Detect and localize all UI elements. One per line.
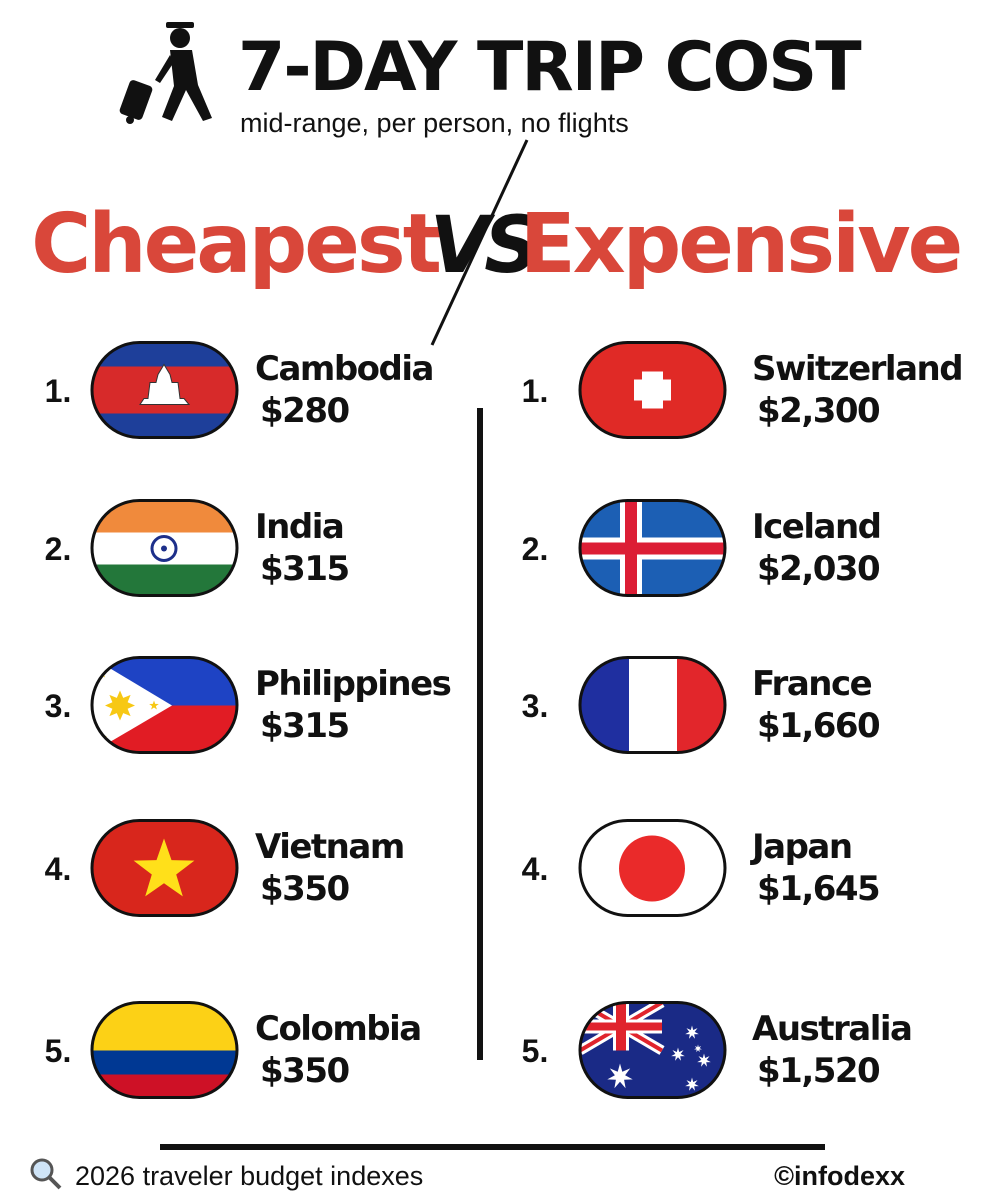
- list-item: 5. Australia$1,520: [522, 1001, 913, 1099]
- list-item: 1. Switzerland$2,300: [522, 341, 964, 439]
- rank: 3.: [45, 688, 72, 724]
- list-item: 2. India$315: [45, 499, 350, 597]
- flag: [578, 341, 727, 439]
- rank: 5.: [522, 1033, 549, 1069]
- flag: [90, 1001, 239, 1099]
- title: 7-DAY TRIP COST: [238, 28, 862, 107]
- country-name: Vietnam: [255, 827, 404, 867]
- rank: 4.: [522, 851, 549, 887]
- list-item: 4. Japan$1,645: [522, 819, 881, 917]
- country-name: France: [752, 664, 872, 704]
- country-name: Philippines: [255, 664, 451, 704]
- divider-slash: [430, 139, 529, 346]
- rank: 1.: [45, 373, 72, 409]
- list-item: 5. Colombia$350: [45, 1001, 422, 1099]
- expensive-heading: Expensive: [520, 197, 961, 292]
- list-item: 1. Cambodia$280: [45, 341, 434, 439]
- list-item: 3. France$1,660: [522, 656, 882, 754]
- rank: 2.: [45, 531, 72, 567]
- traveler-icon: [119, 22, 212, 124]
- trip-price: $2,030: [757, 549, 880, 589]
- flag: [578, 499, 727, 597]
- trip-price: $2,300: [757, 391, 880, 431]
- flag: [90, 499, 239, 597]
- search-icon: [30, 1158, 62, 1190]
- subtitle: mid-range, per person, no flights: [240, 108, 629, 138]
- trip-price: $1,645: [757, 869, 879, 909]
- country-name: Iceland: [752, 507, 881, 547]
- trip-price: $350: [260, 1051, 349, 1091]
- trip-price: $315: [260, 549, 349, 589]
- rank: 1.: [522, 373, 549, 409]
- flag: [578, 1001, 727, 1099]
- trip-price: $1,660: [757, 706, 880, 746]
- footer-credit: ©infodexx: [774, 1161, 905, 1191]
- flag: [578, 819, 727, 917]
- flag: [90, 819, 239, 917]
- rank: 2.: [522, 531, 549, 567]
- rank: 5.: [45, 1033, 72, 1069]
- rank: 4.: [45, 851, 72, 887]
- rank: 3.: [522, 688, 549, 724]
- country-name: India: [255, 507, 343, 547]
- list-item: 4. Vietnam$350: [45, 819, 405, 917]
- country-name: Japan: [750, 827, 852, 867]
- country-name: Colombia: [255, 1009, 421, 1049]
- versus-mark: VS: [430, 201, 536, 291]
- country-name: Australia: [752, 1009, 911, 1049]
- flag: [578, 656, 727, 754]
- list-item: 2. Iceland$2,030: [522, 499, 882, 597]
- trip-price: $350: [260, 869, 349, 909]
- flag: [90, 341, 239, 439]
- footer-source: 2026 traveler budget indexes: [75, 1161, 423, 1191]
- list-item: 3. Philippines$315: [45, 656, 452, 754]
- country-name: Cambodia: [255, 349, 433, 389]
- country-name: Switzerland: [752, 349, 962, 389]
- flag: [90, 656, 239, 754]
- trip-price: $280: [260, 391, 349, 431]
- trip-price: $1,520: [757, 1051, 880, 1091]
- cheapest-heading: Cheapest: [31, 197, 441, 292]
- trip-price: $315: [260, 706, 349, 746]
